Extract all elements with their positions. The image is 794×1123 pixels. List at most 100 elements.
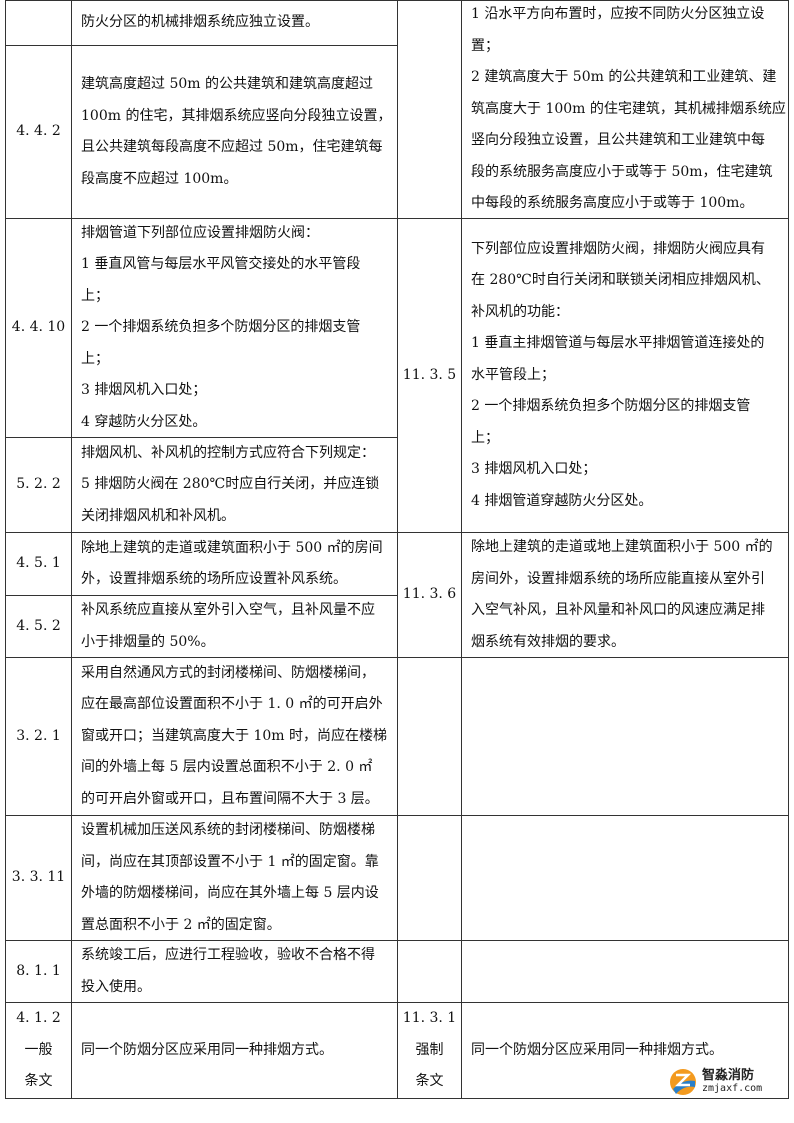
clause-number-cell: 3. 2. 1 bbox=[5, 657, 72, 816]
clause-text-cell: 下列部位应设置排烟防火阀，排烟防火阀应具有在 280℃时自行关闭和联锁关闭相应排… bbox=[461, 218, 789, 533]
watermark-logo: 智淼消防 zmjaxf.com bbox=[668, 1065, 788, 1099]
clause-number-cell: 11. 3. 6 bbox=[397, 532, 462, 658]
text-line: 外墙的防烟楼梯间，尚应在其外墙上每 5 层内设 bbox=[81, 885, 379, 901]
text-line: 外，设置排烟系统的场所应设置补风系统。 bbox=[81, 571, 347, 587]
clause-text-cell: 采用自然通风方式的封闭楼梯间、防烟楼梯间， 应在最高部位设置面积不小于 1. 0 … bbox=[71, 657, 398, 816]
text-line: 11. 3. 1 bbox=[402, 1010, 457, 1027]
text-line: 排烟风机、补风机的控制方式应符合下列规定： bbox=[81, 444, 375, 461]
watermark-name: 智淼消防 bbox=[702, 1068, 755, 1083]
text-line: 3 排烟风机入口处； bbox=[471, 461, 597, 478]
clause-number-cell: 8. 1. 1 bbox=[5, 940, 72, 1003]
clause-text-cell: 除地上建筑的走道或建筑面积小于 500 ㎡的房间 外，设置排烟系统的场所应设置补风… bbox=[71, 532, 398, 596]
text-line: 置总面积不小于 2 ㎡的固定窗。 bbox=[81, 916, 281, 933]
text-line: 下列部位应设置排烟防火阀，排烟防火阀应具有 bbox=[471, 240, 765, 257]
clause-number-cell: 4. 4. 2 bbox=[5, 45, 72, 219]
text-line: 防火分区的机械排烟系统应独立设置。 bbox=[81, 14, 319, 31]
text-line: 条文 bbox=[415, 1073, 444, 1090]
logo-icon bbox=[670, 1069, 696, 1095]
clause-text-cell: 除地上建筑的走道或地上建筑面积小于 500 ㎡的 房间外，设置排烟系统的场所应能直… bbox=[461, 532, 789, 658]
text-line: 应在最高部位设置面积不小于 1. 0 ㎡的可开启外 bbox=[81, 696, 383, 713]
text-line: 采用自然通风方式的封闭楼梯间、防烟楼梯间， bbox=[81, 664, 375, 681]
clause-number-cell bbox=[397, 657, 462, 816]
text-line: 补风系统应直接从室外引入空气，且补风量不应 bbox=[81, 602, 375, 618]
text-line: 3. 2. 1 bbox=[16, 727, 61, 744]
text-line: 2 一个排烟系统负担多个防烟分区的排烟支管 bbox=[81, 319, 361, 336]
clause-text-cell: 补风系统应直接从室外引入空气，且补风量不应 小于排烟量的 50%。 bbox=[71, 595, 398, 658]
text-line: 3 排烟风机入口处； bbox=[81, 382, 207, 399]
text-line: 竖向分段独立设置，且公共建筑和工业建筑中每 bbox=[471, 132, 765, 149]
text-line: 上； bbox=[81, 350, 109, 367]
text-line: 入空气补风，且补风量和补风口的风速应满足排 bbox=[471, 602, 765, 618]
text-line: 小于排烟量的 50%。 bbox=[81, 633, 215, 650]
clause-text-cell: 同一个防烟分区应采用同一种排烟方式。 bbox=[461, 1002, 789, 1099]
clause-number-cell bbox=[397, 0, 462, 219]
watermark-site: zmjaxf.com bbox=[702, 1083, 763, 1094]
clause-text-cell bbox=[461, 657, 789, 816]
text-line: 2 建筑高度大于 50m 的公共建筑和工业建筑、建 bbox=[471, 69, 777, 86]
text-line: 4 排烟管道穿越防火分区处。 bbox=[471, 492, 653, 509]
clause-text-cell: 设置机械加压送风系统的封闭楼梯间、防烟楼梯 间，尚应在其顶部设置不小于 1 ㎡的固… bbox=[71, 815, 398, 941]
text-line: 1 垂直风管与每层水平风管交接处的水平管段 bbox=[81, 256, 361, 273]
text-line: 同一个防烟分区应采用同一种排烟方式。 bbox=[471, 1041, 723, 1058]
text-line: 强制 bbox=[415, 1041, 444, 1058]
clause-number-cell bbox=[397, 815, 462, 941]
text-line: 中每段的系统服务高度应小于或等于 100m。 bbox=[471, 195, 754, 212]
clause-text-cell bbox=[461, 815, 789, 941]
text-line: 8. 1. 1 bbox=[16, 962, 61, 979]
text-line: 房间外，设置排烟系统的场所应能直接从室外引 bbox=[471, 570, 765, 587]
text-line: 11. 3. 6 bbox=[402, 586, 457, 603]
text-line: 置； bbox=[471, 37, 499, 54]
text-line: 关闭排烟风机和补风机。 bbox=[81, 507, 235, 524]
text-line: 5. 2. 2 bbox=[16, 476, 61, 493]
text-line: 一般 bbox=[24, 1041, 53, 1058]
text-line: 且公共建筑每段高度不应超过 50m，住宅建筑每 bbox=[81, 139, 383, 155]
text-line: 建筑高度超过 50m 的公共建筑和建筑高度超过 bbox=[81, 76, 373, 92]
text-line: 100m 的住宅，其排烟系统应竖向分段独立设置， bbox=[81, 107, 392, 124]
text-line: 1 垂直主排烟管道与每层水平排烟管道连接处的 bbox=[471, 335, 765, 352]
text-line: 上； bbox=[471, 429, 499, 446]
text-line: 水平管段上； bbox=[471, 366, 555, 383]
text-line: 投入使用。 bbox=[81, 978, 151, 995]
text-line: 1 沿水平方向布置时，应按不同防火分区独立设 bbox=[471, 6, 765, 23]
clause-number-cell bbox=[397, 940, 462, 1003]
clause-text-cell: 排烟管道下列部位应设置排烟防火阀： 1 垂直风管与每层水平风管交接处的水平管段 上；… bbox=[71, 218, 398, 438]
text-line: 条文 bbox=[24, 1073, 53, 1090]
clause-number-cell: 5. 2. 2 bbox=[5, 437, 72, 533]
text-line: 4 穿越防火分区处。 bbox=[81, 413, 207, 430]
text-line: 段的系统服务高度应小于或等于 50m，住宅建筑 bbox=[471, 163, 773, 180]
clause-text-cell: 同一个防烟分区应采用同一种排烟方式。 bbox=[71, 1002, 398, 1099]
clause-number-cell: 11. 3. 5 bbox=[397, 218, 462, 533]
clause-number-cell: 3. 3. 11 bbox=[5, 815, 72, 941]
text-line: 筑高度大于 100m 的住宅建筑，其机械排烟系统应 bbox=[471, 100, 786, 117]
clause-text-cell: 系统竣工后，应进行工程验收，验收不合格不得 投入使用。 bbox=[71, 940, 398, 1003]
text-line: 4. 4. 10 bbox=[11, 319, 66, 336]
text-line: 设置机械加压送风系统的封闭楼梯间、防烟楼梯 bbox=[81, 822, 375, 838]
text-line: 除地上建筑的走道或建筑面积小于 500 ㎡的房间 bbox=[81, 539, 383, 556]
clause-number-cell: 4. 5. 2 bbox=[5, 595, 72, 658]
text-line: 排烟管道下列部位应设置排烟防火阀： bbox=[81, 224, 319, 241]
clause-number-cell: 4. 4. 10 bbox=[5, 218, 72, 438]
text-line: 的可开启外窗或开口，且布置间隔不大于 3 层。 bbox=[81, 790, 379, 807]
clause-text-cell: 建筑高度超过 50m 的公共建筑和建筑高度超过 100m 的住宅，其排烟系统应竖向… bbox=[71, 45, 398, 219]
clause-text-cell bbox=[461, 940, 789, 1003]
text-line: 补风机的功能： bbox=[471, 303, 569, 320]
text-line: 除地上建筑的走道或地上建筑面积小于 500 ㎡的 bbox=[471, 539, 773, 555]
clause-number-cell: 11. 3. 1 强制条文 bbox=[397, 1002, 462, 1099]
text-line: 4. 4. 2 bbox=[16, 123, 61, 140]
clause-number-cell: 4. 5. 1 bbox=[5, 532, 72, 596]
text-line: 间，尚应在其顶部设置不小于 1 ㎡的固定窗。靠 bbox=[81, 853, 379, 870]
text-line: 5 排烟防火阀在 280℃时应自行关闭，并应连锁 bbox=[81, 476, 380, 493]
text-line: 在 280℃时自行关闭和联锁关闭相应排烟风机、 bbox=[471, 272, 770, 289]
text-line: 11. 3. 5 bbox=[402, 366, 457, 383]
text-line: 2 一个排烟系统负担多个防烟分区的排烟支管 bbox=[471, 398, 751, 415]
text-line: 上； bbox=[81, 287, 109, 304]
clause-text-cell: 排烟风机、补风机的控制方式应符合下列规定： 5 排烟防火阀在 280℃时应自行关闭… bbox=[71, 437, 398, 533]
text-line: 间的外墙上每 5 层内设置总面积不小于 2. 0 ㎡ bbox=[81, 759, 373, 776]
clause-number-cell bbox=[5, 0, 72, 46]
text-line: 3. 3. 11 bbox=[11, 869, 66, 886]
clause-number-cell: 4. 1. 2 一般 条文 bbox=[5, 1002, 72, 1099]
text-line: 段高度不应超过 100m。 bbox=[81, 170, 238, 187]
clause-text-cell: 1 沿水平方向布置时，应按不同防火分区独立设 置； 2 建筑高度大于 50m 的公共… bbox=[461, 0, 789, 219]
text-line: 窗或开口；当建筑高度大于 10m 时，尚应在楼梯 bbox=[81, 727, 387, 744]
text-line: 同一个防烟分区应采用同一种排烟方式。 bbox=[81, 1041, 333, 1058]
